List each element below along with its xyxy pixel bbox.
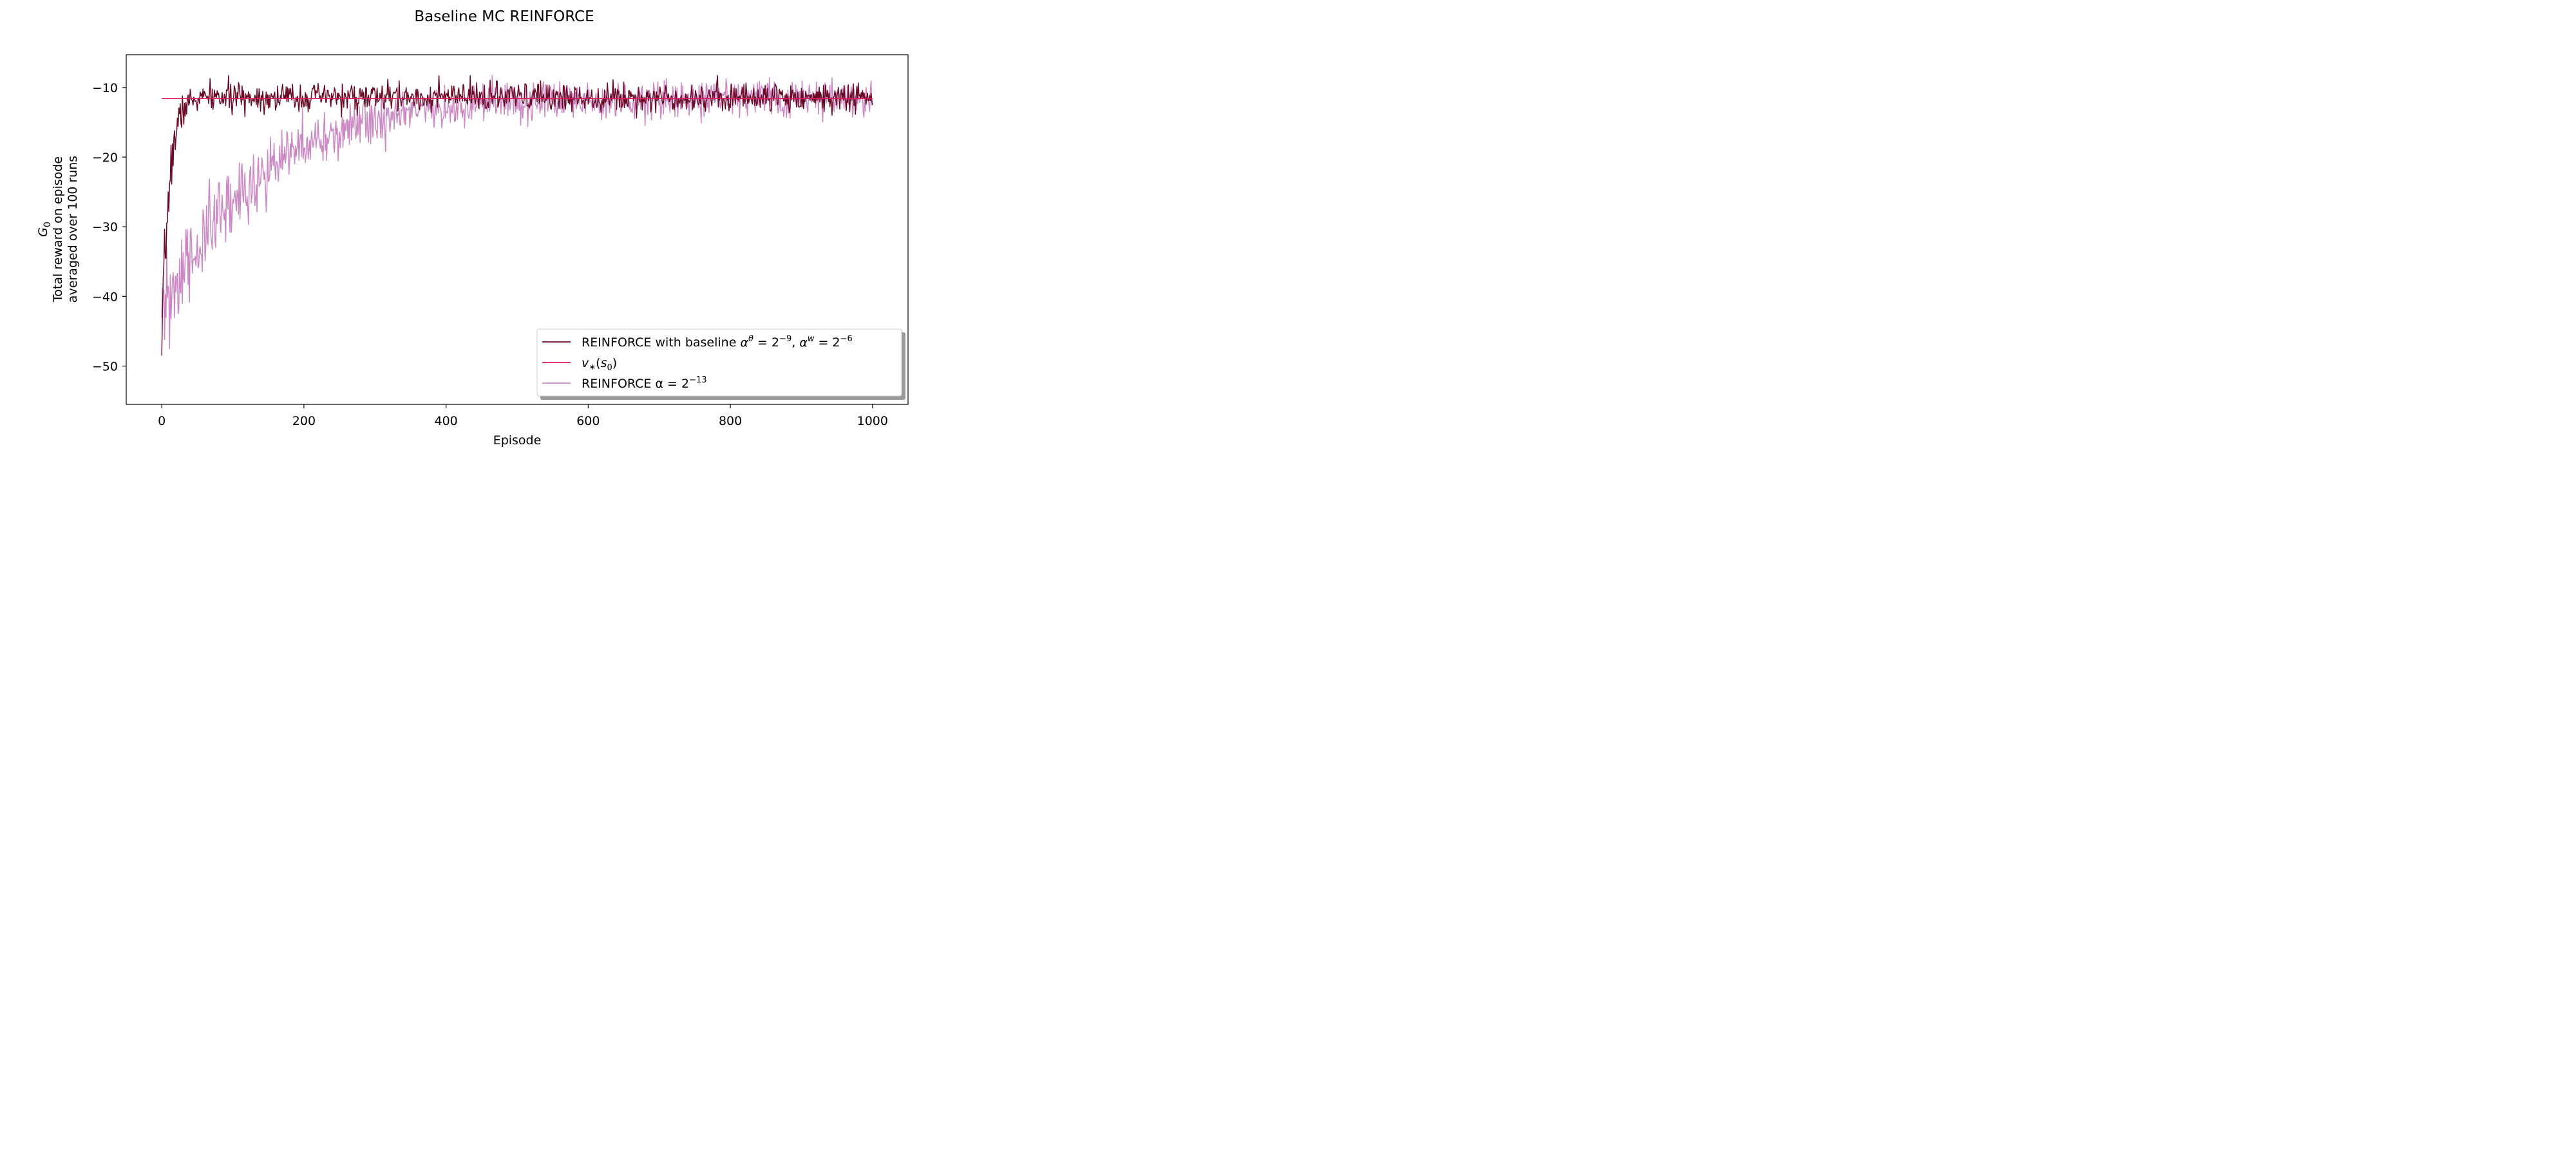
legend-label-baseline: REINFORCE with baseline αθ = 2−9, αw = 2…	[582, 334, 853, 350]
plot-area	[126, 54, 909, 405]
y-tick-label: −30	[92, 220, 118, 234]
x-axis-title: Episode	[493, 433, 542, 448]
x-tick-label: 0	[158, 414, 166, 428]
y-tick-label: −50	[92, 360, 118, 374]
x-tick-label: 1000	[857, 414, 888, 428]
y-tick-label: −20	[92, 151, 118, 165]
x-tick-label: 600	[576, 414, 600, 428]
y-axis: −50 −40 −30 −20 −10	[92, 81, 126, 374]
y-tick-label: −10	[92, 81, 118, 95]
legend-label-plain: REINFORCE α = 2−13	[582, 375, 707, 391]
y-axis-title-line-2: averaged over 100 runs	[66, 156, 80, 303]
y-axis-title-symbol: G0	[36, 221, 53, 237]
legend-label-vstar: v∗(s0)	[582, 356, 617, 373]
line-chart: Baseline MC REINFORCE 0 200 400 600 800 1000 …	[36, 8, 909, 448]
series-layer	[161, 75, 873, 356]
plot-border	[126, 54, 909, 405]
x-tick-label: 400	[435, 414, 458, 428]
x-tick-label: 800	[719, 414, 742, 428]
x-tick-label: 200	[292, 414, 316, 428]
legend-box	[536, 328, 902, 397]
x-axis: 0 200 400 600 800 1000	[158, 404, 888, 428]
y-axis-title-line-1: Total reward on episode	[51, 156, 65, 303]
legend: REINFORCE with baseline αθ = 2−9, αw = 2…	[536, 328, 905, 400]
y-axis-title: G0 Total reward on episode averaged over…	[36, 156, 80, 303]
chart-title: Baseline MC REINFORCE	[414, 8, 594, 25]
y-tick-label: −40	[92, 290, 118, 304]
